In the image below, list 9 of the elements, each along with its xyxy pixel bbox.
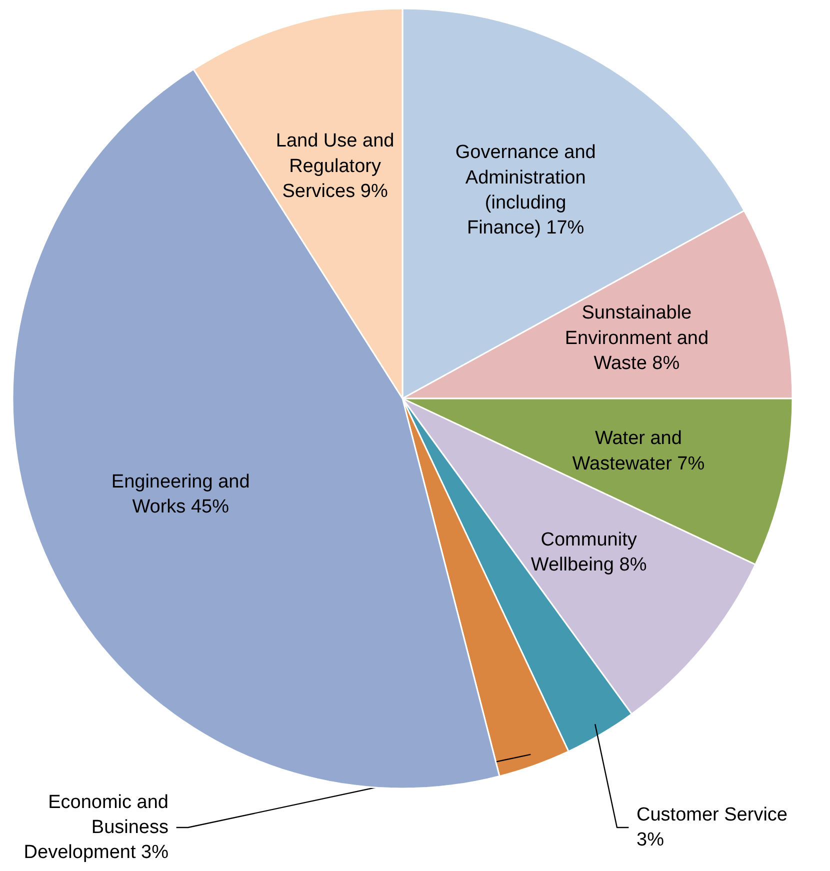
slice-label: Land Use and Regulatory Services 9% [276, 130, 394, 202]
slice-label: Customer Service [636, 804, 788, 826]
slice-label: Engineering and Works 45% [111, 471, 250, 518]
slice-label: Water and Wastewater 7% [572, 428, 705, 474]
slice-label: Economic and Business Development 3% [24, 792, 169, 864]
slice-label: Community Wellbeing 8% [530, 530, 647, 576]
data-label: 3% [636, 830, 664, 851]
slice-label: Sunstainable Environment and Waste 8% [564, 302, 709, 374]
slice-label: Governance and Administration (including Finance) 17% [455, 142, 596, 239]
